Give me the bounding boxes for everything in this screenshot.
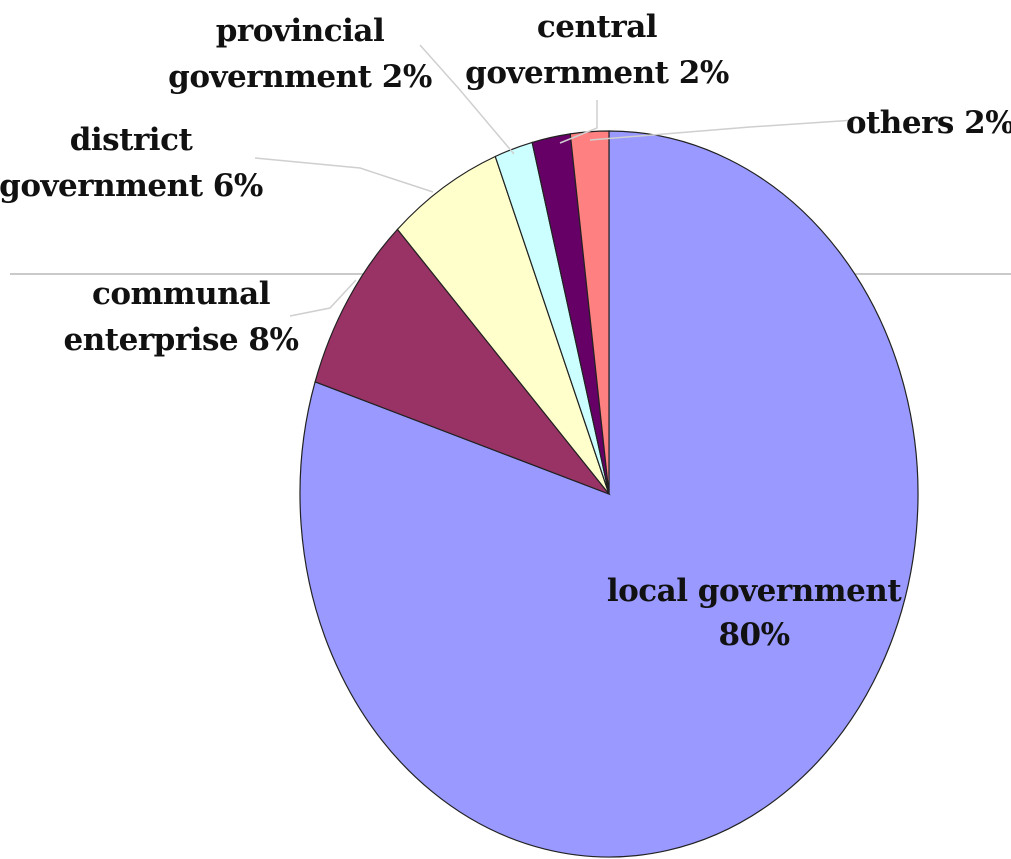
slice-label-5-line-0: others 2% (846, 105, 1011, 141)
leader-line-5 (589, 119, 856, 141)
slice-label-1: communal enterprise 8% (64, 276, 299, 358)
slice-label-4-line-0: central (537, 9, 657, 45)
slice-label-5: others 2% (846, 105, 1011, 141)
leader-line-1 (289, 279, 357, 317)
slice-label-4: central government 2% (465, 9, 729, 91)
labels-layer: local government 80% communal enterprise 8%… (0, 9, 1011, 653)
leader-line-3 (419, 44, 515, 155)
slice-label-4-line-1: government 2% (465, 55, 729, 91)
slice-label-0-line-0: local government (607, 573, 903, 609)
leader-lines-layer (254, 44, 856, 317)
slice-label-1-line-1: enterprise 8% (64, 322, 299, 358)
slice-label-1-line-0: communal (92, 276, 270, 312)
slices-layer (299, 130, 919, 858)
slice-label-2-line-0: district (70, 122, 194, 158)
slice-label-3: provincial government 2% (168, 13, 432, 95)
slice-label-2: district government 6% (0, 122, 263, 204)
slice-label-0-line-1: 80% (718, 617, 789, 653)
pie-slice-1 (314, 228, 611, 496)
leader-line-2 (254, 157, 434, 193)
slice-label-0: local government 80% (607, 573, 903, 653)
leader-line-4 (559, 100, 598, 144)
slice-label-3-line-0: provincial (216, 13, 385, 49)
slice-label-2-line-1: government 6% (0, 168, 263, 204)
pie-slice-2 (396, 155, 610, 495)
slice-label-3-line-1: government 2% (168, 59, 432, 95)
